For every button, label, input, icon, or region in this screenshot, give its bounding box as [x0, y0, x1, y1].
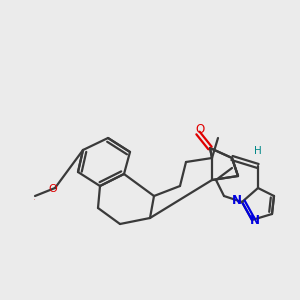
Text: O: O [34, 199, 35, 200]
Text: O: O [49, 184, 57, 194]
Text: H: H [254, 146, 262, 156]
Text: O: O [195, 123, 204, 136]
Text: N: N [249, 214, 260, 226]
Text: N: N [232, 194, 242, 207]
